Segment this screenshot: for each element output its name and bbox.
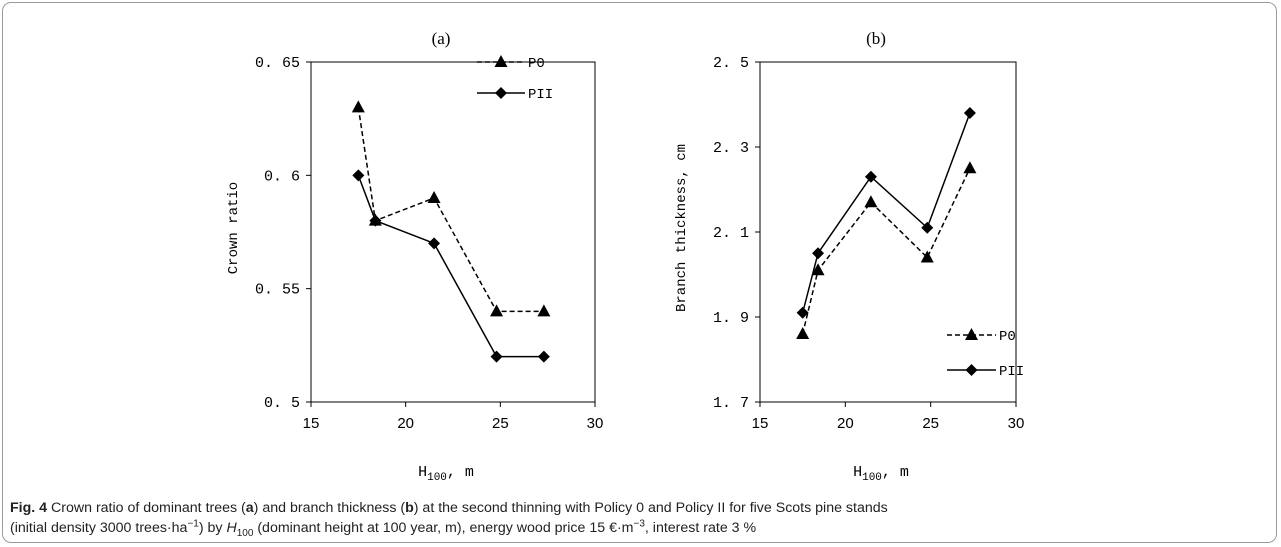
caption-subscript: 100 <box>236 527 254 539</box>
legend-label-p0: P0 <box>999 329 1016 345</box>
plot-area-2 <box>759 61 1017 403</box>
point-pii <box>812 247 825 260</box>
point-p0 <box>864 195 878 208</box>
series-line-p0 <box>357 107 544 313</box>
caption-superscript: −3 <box>633 518 645 530</box>
y-axis-label: Crown ratio <box>226 182 242 274</box>
caption-text: (initial density 3000 trees·ha <box>10 520 188 536</box>
series-line-pii <box>801 112 971 313</box>
legend-marker-p0 <box>494 55 508 67</box>
y-tick-label: 1. 9 <box>713 310 749 327</box>
panel-label: (a) <box>432 29 451 48</box>
y-tick-label: 2. 5 <box>713 55 749 72</box>
x-axis-label-subscript: 100 <box>862 472 882 484</box>
point-p0 <box>490 304 504 317</box>
caption-text: Crown ratio of dominant trees ( <box>47 500 246 516</box>
point-p0 <box>796 327 810 339</box>
legend-label-pii: PII <box>528 87 553 103</box>
series-line-pii <box>357 175 544 358</box>
y-tick-label: 0. 5 <box>264 395 300 412</box>
x-axis-label-unit: , m <box>447 464 474 481</box>
point-pii <box>796 306 809 319</box>
x-tick-label: 30 <box>587 415 604 432</box>
y-axis-label: Branch thickness, cm <box>674 144 690 312</box>
caption-variable: H <box>226 520 237 536</box>
x-axis-label-var: H <box>418 464 427 481</box>
point-p0 <box>811 263 825 276</box>
point-pii <box>963 107 976 119</box>
y-tick-label: 0. 6 <box>264 168 300 185</box>
point-pii <box>428 237 441 250</box>
point-pii <box>921 221 934 234</box>
plot-area-1 <box>310 61 596 403</box>
x-axis-label: H100, m <box>418 464 474 484</box>
point-p0 <box>427 191 441 203</box>
point-pii <box>537 350 550 363</box>
point-p0 <box>351 100 365 113</box>
caption-text: ) at the second thinning with Policy 0 a… <box>413 500 888 516</box>
y-tick-label: 2. 3 <box>713 140 749 157</box>
x-axis-label-subscript: 100 <box>427 472 447 484</box>
y-tick-label: 2. 1 <box>713 225 749 242</box>
caption-text: , interest rate 3 % <box>644 520 757 536</box>
figure-caption: Fig. 4 Crown ratio of dominant trees (a)… <box>10 498 1272 538</box>
x-tick-label: 25 <box>922 415 939 432</box>
x-tick-label: 15 <box>752 415 769 432</box>
caption-superscript: −1 <box>187 518 199 530</box>
point-pii <box>352 169 365 182</box>
legend-marker-pii <box>965 364 978 376</box>
point-pii <box>864 170 877 183</box>
x-tick-label: 30 <box>1008 415 1025 432</box>
point-p0 <box>920 250 934 263</box>
caption-label: Fig. 4 <box>10 500 48 516</box>
panel-label: (b) <box>866 29 886 48</box>
legend-label-p0: P0 <box>528 56 545 72</box>
caption-ref-a: a <box>245 500 254 516</box>
y-tick-label: 1. 7 <box>713 395 749 412</box>
x-axis-label-var: H <box>853 464 862 481</box>
caption-ref-b: b <box>405 500 414 516</box>
point-pii <box>369 214 382 227</box>
legend-label-pii: PII <box>999 364 1024 380</box>
x-axis-label: H100, m <box>853 464 909 484</box>
caption-text: ) and branch thickness ( <box>253 500 406 516</box>
x-axis-label-unit: , m <box>882 464 909 481</box>
point-p0 <box>537 304 551 317</box>
legend-marker-pii <box>495 87 507 99</box>
y-tick-label: 0. 55 <box>255 282 300 299</box>
x-tick-label: 20 <box>397 415 414 432</box>
legend-marker-p0 <box>965 328 978 340</box>
caption-text: ) by <box>198 520 227 536</box>
x-tick-label: 20 <box>837 415 854 432</box>
series-line-p0 <box>801 167 971 335</box>
point-pii <box>490 350 503 363</box>
caption-text: (dominant height at 100 year, m), energy… <box>253 520 634 536</box>
x-tick-label: 15 <box>303 415 320 432</box>
x-tick-label: 25 <box>492 415 509 432</box>
point-p0 <box>963 161 977 174</box>
y-tick-label: 0. 65 <box>255 55 300 72</box>
